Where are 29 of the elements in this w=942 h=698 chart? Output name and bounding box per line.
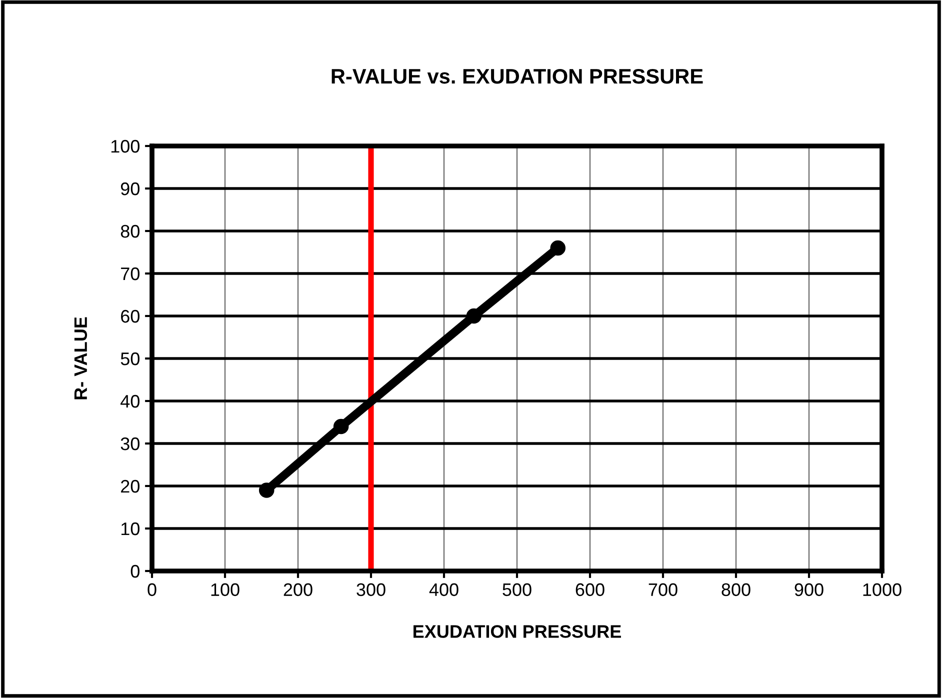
x-tick-label: 300 [356, 583, 386, 596]
y-tick-label: 80 [120, 224, 140, 238]
x-tick-label: 600 [576, 583, 604, 596]
x-tick-label: 1000 [863, 583, 902, 596]
x-tick-label: 100 [211, 583, 240, 596]
y-tick-label: 70 [121, 267, 140, 280]
point [466, 308, 482, 324]
x-axis-title: EXUDATION PRESSURE [414, 625, 621, 638]
y-tick-label: 40 [120, 394, 140, 408]
x-tick-label: 400 [429, 583, 458, 596]
y-tick-label: 50 [120, 352, 140, 366]
y-tick-label: 10 [121, 522, 140, 536]
chart-title: R-VALUE vs. EXUDATION PRESSURE [332, 68, 703, 84]
x-tick-label: 800 [722, 583, 750, 596]
y-tick-label: 20 [121, 480, 140, 493]
y-tick-label: 90 [120, 182, 140, 196]
point [550, 240, 566, 256]
y-tick-label: 60 [121, 310, 140, 323]
x-tick-label: 200 [284, 583, 312, 596]
x-tick-label: 500 [502, 583, 532, 596]
y-tick-label: 0 [130, 564, 140, 578]
x-tick-label: 700 [648, 583, 678, 596]
y-axis-title: R- VALUE [74, 317, 88, 400]
point [333, 418, 349, 434]
y-tick-label: 100 [111, 140, 140, 153]
x-tick-label: 900 [794, 583, 824, 596]
x-tick-label: 0 [148, 583, 156, 596]
point [258, 482, 274, 498]
y-tick-label: 30 [120, 437, 140, 450]
